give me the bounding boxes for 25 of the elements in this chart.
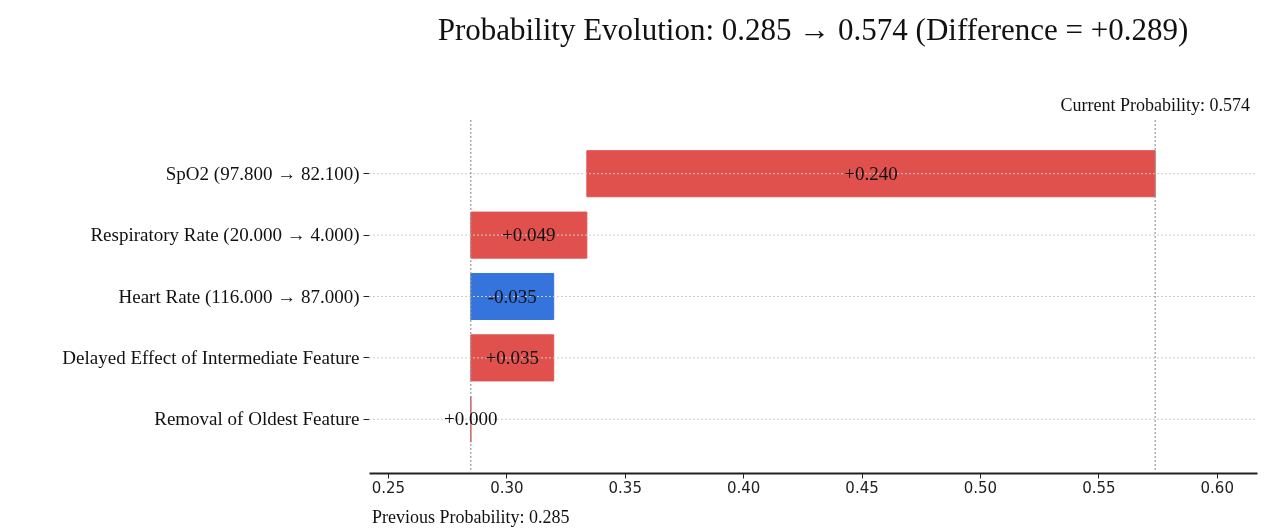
- bar: [470, 334, 555, 382]
- x-tick-label: 0.40: [726, 478, 761, 497]
- ref-line-label: Previous Probability: 0.285: [372, 507, 570, 527]
- bar: [470, 272, 555, 321]
- y-tick-label: Heart Rate (116.000 → 87.000): [118, 285, 360, 308]
- y-tick-label: SpO2 (97.800 → 82.100): [165, 162, 360, 185]
- chart-title: Probability Evolution: 0.285 → 0.574 (Difference = +0.289): [437, 12, 1189, 47]
- data-label: +0.035: [485, 346, 539, 368]
- y-tick-label: Respiratory Rate (20.000 → 4.000): [90, 224, 360, 247]
- x-tick-label: 0.55: [1082, 478, 1116, 497]
- ref-line-label: Current Probability: 0.574: [1060, 95, 1250, 115]
- data-label: +0.049: [502, 224, 556, 246]
- bar: [586, 150, 1156, 198]
- y-tick-label: Removal of Oldest Feature: [154, 408, 360, 430]
- bar: [470, 211, 588, 259]
- data-label: +0.000: [444, 408, 498, 430]
- x-tick-label: 0.35: [608, 478, 642, 497]
- x-tick-label: 0.45: [845, 478, 879, 497]
- data-label: +0.240: [844, 162, 898, 184]
- y-tick-label: Delayed Effect of Intermediate Feature: [62, 346, 360, 368]
- data-label: -0.035: [487, 285, 537, 307]
- x-tick-label: 0.25: [371, 478, 406, 497]
- x-tick-label: 0.50: [963, 478, 998, 497]
- x-tick-label: 0.60: [1200, 478, 1234, 497]
- x-tick-label: 0.30: [490, 478, 524, 497]
